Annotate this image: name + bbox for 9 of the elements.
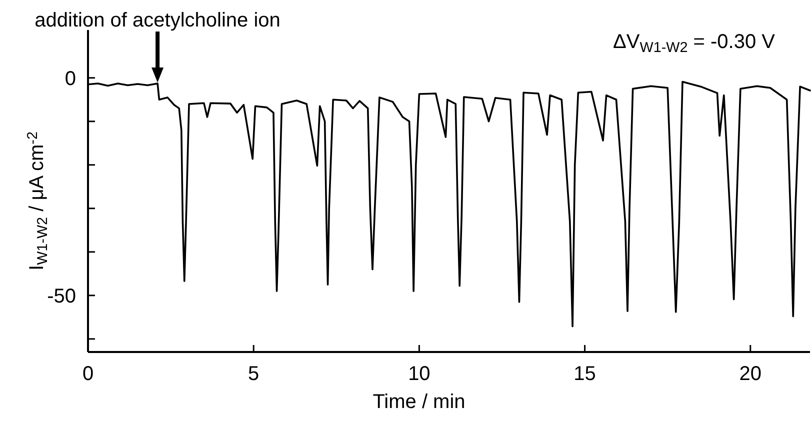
x-axis-title: Time / min: [372, 391, 466, 413]
x-tick-label: 15: [574, 363, 596, 385]
annotation: addition of acetylcholine ion: [34, 10, 280, 32]
x-tick-label: 5: [248, 363, 260, 385]
annotation: ΔV$_{W1-W2}$ = -0.30 V: [613, 31, 776, 56]
y-tick-label: -50: [47, 285, 76, 308]
x-tick-label: 0: [82, 363, 94, 385]
x-tick-label: 10: [408, 363, 430, 385]
x-tick-label: 20: [739, 363, 762, 385]
